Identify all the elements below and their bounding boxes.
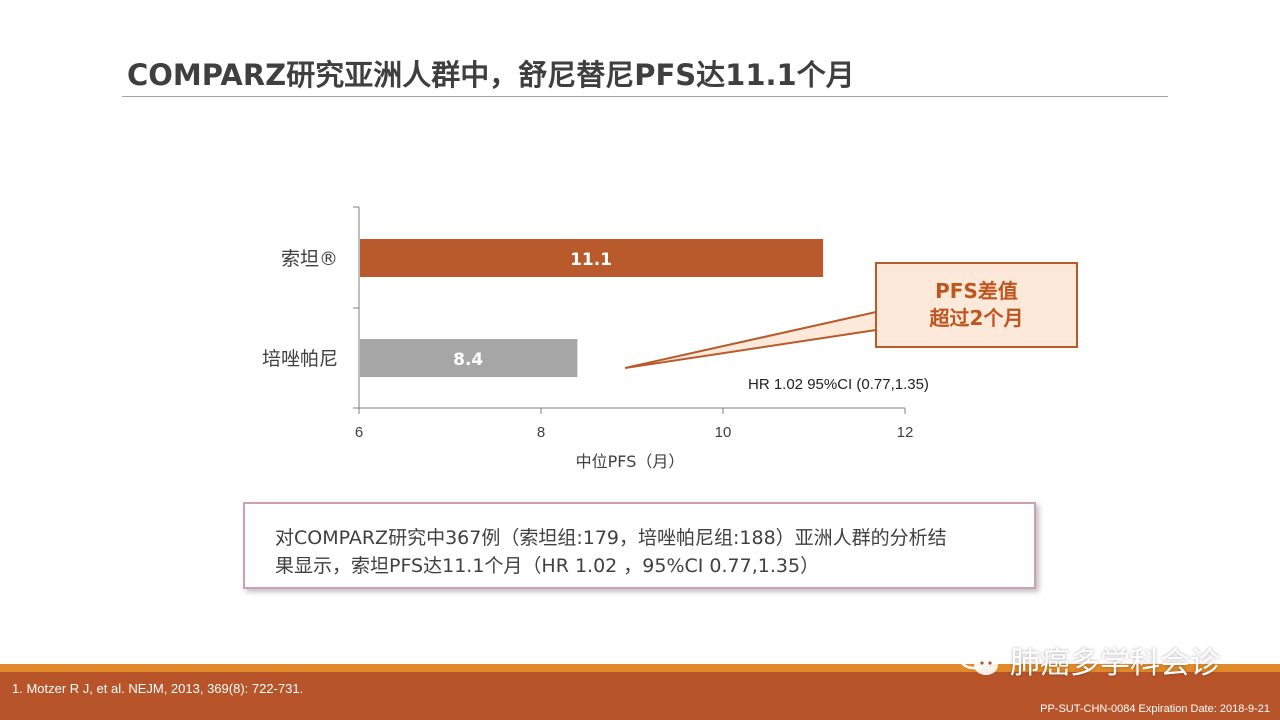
hr-annotation: HR 1.02 95%CI (0.77,1.35): [748, 376, 929, 393]
footer-reference: 1. Motzer R J, et al. NEJM, 2013, 369(8)…: [12, 681, 304, 696]
x-tick-label: 6: [355, 424, 363, 441]
watermark: 肺癌多学科会诊: [956, 640, 1220, 681]
watermark-text: 肺癌多学科会诊: [1010, 646, 1220, 681]
bar-pazopanib: [360, 339, 578, 377]
bar-value-label: 8.4: [453, 350, 483, 370]
x-tick-label: 12: [897, 424, 914, 441]
pfs-difference-callout: PFS差值 超过2个月: [875, 262, 1078, 348]
x-axis-label: 中位PFS（月）: [576, 452, 685, 471]
summary-box: 对COMPARZ研究中367例（索坦组:179，培唑帕尼组:188）亚洲人群的分…: [243, 502, 1036, 589]
callout-line-2: 超过2个月: [929, 306, 1024, 330]
pfs-bar-chart: 11.1 索坦® 8.4 培唑帕尼 6 8 10 12 中位PFS（月）: [262, 206, 914, 471]
title-divider: [122, 96, 1168, 97]
wechat-icon: [957, 642, 998, 675]
callout-line-1: PFS差值: [935, 279, 1018, 303]
summary-line-2: 果显示，索坦PFS达11.1个月（HR 1.02 ，95%CI 0.77,1.3…: [275, 555, 820, 577]
footer-bar: [0, 672, 1280, 720]
x-tick-label: 10: [715, 424, 732, 441]
footer-stripe: [0, 664, 1280, 672]
slide-title: COMPARZ研究亚洲人群中，舒尼替尼PFS达11.1个月: [127, 58, 855, 92]
x-tick-label: 8: [537, 424, 545, 441]
callout-pointer: [624, 310, 877, 369]
summary-line-1: 对COMPARZ研究中367例（索坦组:179，培唑帕尼组:188）亚洲人群的分…: [275, 527, 947, 549]
bar-value-label: 11.1: [570, 250, 612, 270]
category-label: 培唑帕尼: [262, 348, 338, 370]
category-label: 索坦®: [281, 248, 338, 270]
footer-code: PP-SUT-CHN-0084 Expiration Date: 2018-9-…: [1040, 703, 1270, 715]
bar-sutent: [360, 239, 824, 277]
